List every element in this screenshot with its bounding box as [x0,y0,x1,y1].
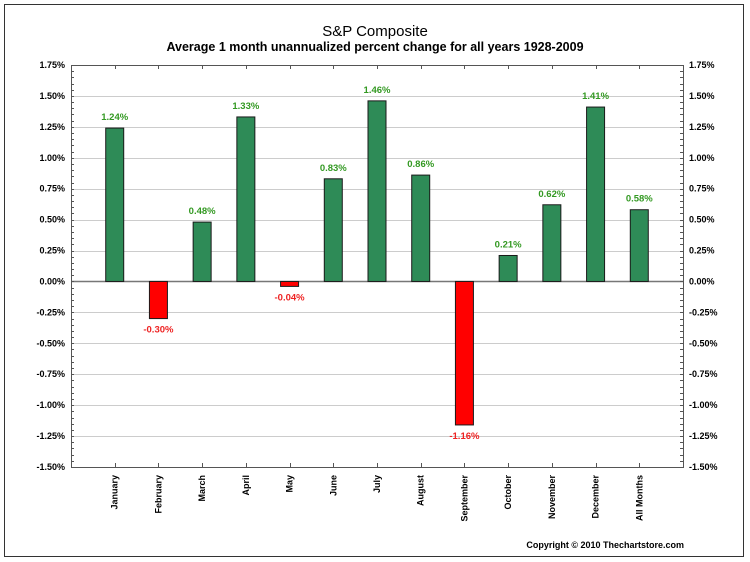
y-tick-label-left: 1.25% [39,122,65,132]
data-label: 1.33% [232,101,259,112]
data-label: 0.48% [189,206,216,217]
x-tick-label: April [241,475,251,496]
y-tick-label-right: 1.25% [689,122,715,132]
x-tick-label: January [110,475,120,510]
x-tick-label: February [153,475,163,514]
data-label: 1.24% [101,112,128,123]
y-tick-label-right: 0.00% [689,276,715,286]
bar-july [367,100,387,282]
x-tick-label: All Months [634,475,644,521]
y-tick-label-left: 0.75% [39,184,65,194]
y-tick-label-left: 1.00% [39,153,65,163]
y-tick-label-left: 0.00% [39,276,65,286]
y-tick-label-left: 1.75% [39,60,65,70]
data-label: 0.83% [320,163,347,174]
x-tick-label: July [372,475,382,493]
y-tick-label-right: 1.00% [689,153,715,163]
y-tick-label-left: -0.50% [36,338,65,348]
data-label: 0.86% [407,159,434,170]
bar-september [454,280,474,426]
y-tick-label-right: 1.50% [689,91,715,101]
y-tick-label-left: -1.25% [36,431,65,441]
bar-april [236,116,256,282]
y-tick-label-left: 0.25% [39,246,65,256]
y-tick-label-left: 1.50% [39,91,65,101]
data-label: 0.62% [538,189,565,200]
y-tick-label-right: -0.25% [689,307,718,317]
bar-january [105,127,125,282]
data-label: 1.46% [364,85,391,96]
data-label: 0.21% [495,239,522,250]
y-tick-label-left: -0.25% [36,307,65,317]
copyright-text: Copyright © 2010 Thechartstore.com [526,540,684,550]
y-tick-label-right: -0.50% [689,338,718,348]
y-tick-label-right: -0.75% [689,369,718,379]
x-tick-label: September [459,475,469,522]
x-tick-label: December [591,475,601,519]
chart-title: S&P Composite [322,23,428,40]
y-tick-label-left: -1.50% [36,462,65,472]
y-tick-label-right: -1.00% [689,400,718,410]
bar-august [411,174,431,282]
data-label: -0.04% [275,292,306,303]
x-tick-label: October [503,475,513,510]
y-tick-label-left: -0.75% [36,369,65,379]
y-tick-label-left: 0.50% [39,215,65,225]
bar-october [498,254,518,282]
y-tick-label-left: -1.00% [36,400,65,410]
y-tick-label-right: -1.25% [689,431,718,441]
bar-november [542,204,562,282]
y-tick-label-right: -1.50% [689,462,718,472]
x-tick-label: November [547,475,557,520]
bar-all-months [629,209,649,282]
bar-may [280,280,300,287]
data-label: 0.58% [626,194,653,205]
y-tick-label-right: 0.25% [689,246,715,256]
chart-subtitle: Average 1 month unannualized percent cha… [166,40,584,54]
bar-march [192,221,212,282]
y-tick-label-right: 0.75% [689,184,715,194]
data-label: 1.41% [582,91,609,102]
y-tick-label-right: 0.50% [689,215,715,225]
data-label: -0.30% [143,325,174,336]
data-label: -1.16% [449,431,480,442]
bar-june [323,178,343,282]
bar-february [148,280,168,320]
y-tick-label-right: 1.75% [689,60,715,70]
x-tick-label: May [285,475,295,493]
x-tick-label: June [328,475,338,496]
x-tick-label: March [197,475,207,502]
x-tick-label: August [416,475,426,506]
bar-december [586,106,606,282]
